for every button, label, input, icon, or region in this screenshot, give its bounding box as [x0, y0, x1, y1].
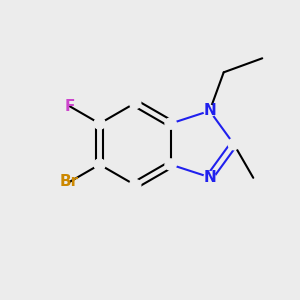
- Text: N: N: [203, 170, 216, 185]
- Circle shape: [204, 172, 215, 183]
- Circle shape: [165, 159, 176, 170]
- Circle shape: [165, 118, 176, 129]
- Circle shape: [94, 118, 105, 129]
- Circle shape: [228, 138, 239, 150]
- Circle shape: [94, 159, 105, 170]
- Text: N: N: [203, 103, 216, 118]
- Text: Br: Br: [60, 175, 79, 190]
- Text: F: F: [64, 99, 75, 114]
- Circle shape: [204, 105, 215, 116]
- Circle shape: [130, 98, 141, 109]
- Circle shape: [130, 179, 141, 191]
